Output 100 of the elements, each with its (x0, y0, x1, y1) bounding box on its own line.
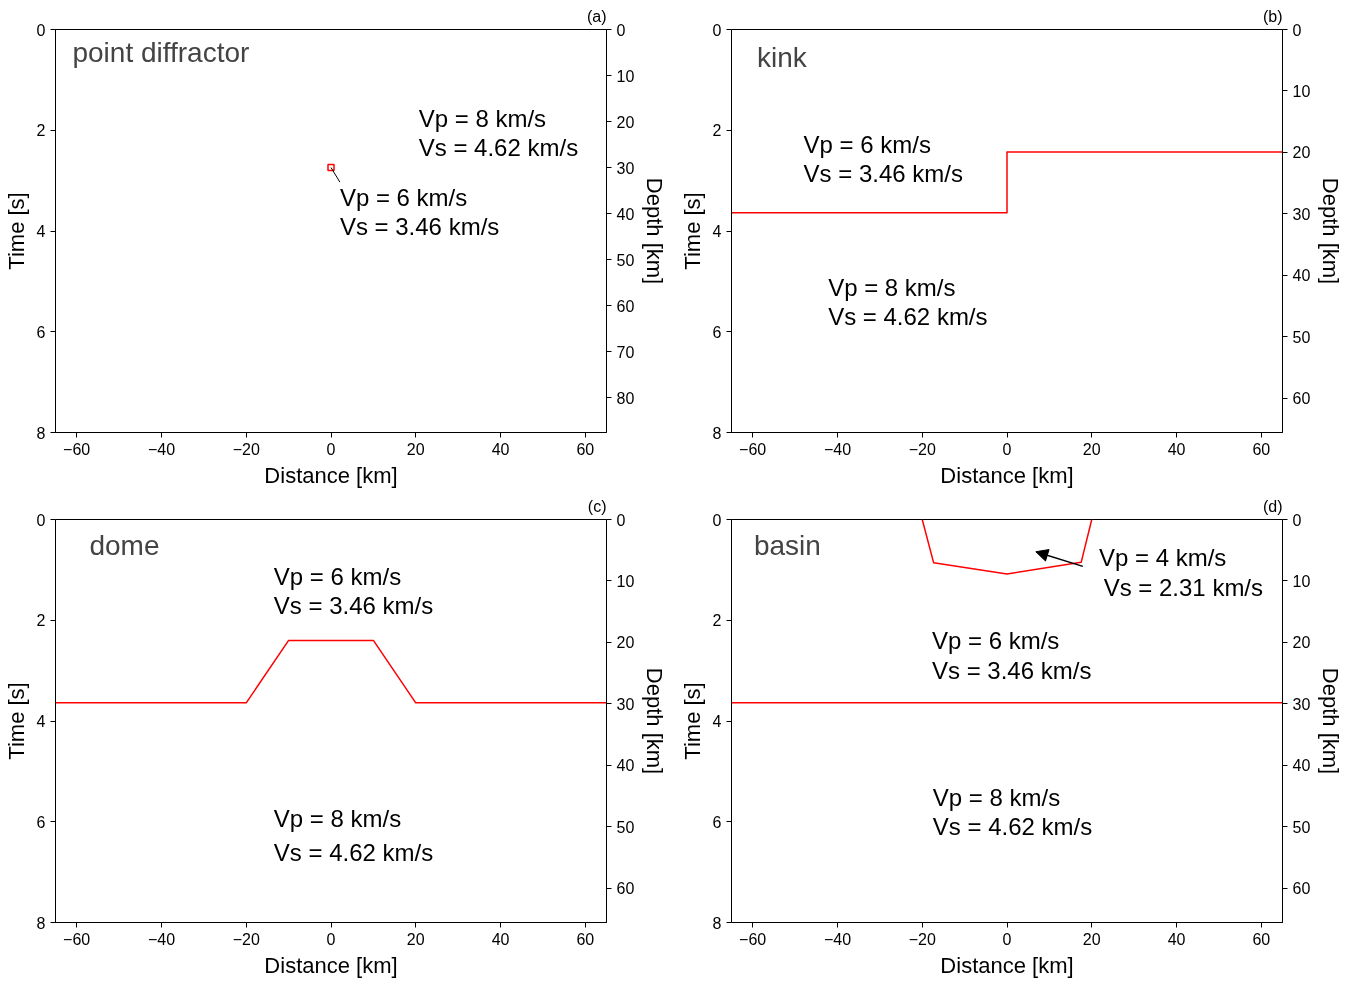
x-axis-title: Distance [km] (264, 952, 398, 978)
x-tick-label: 0 (326, 930, 336, 948)
y2-tick-label: 0 (616, 21, 626, 39)
y2-tick-label: 40 (616, 205, 635, 223)
y-axis-title: Time [s] (679, 192, 705, 270)
x-tick-label: 60 (576, 440, 595, 458)
y-tick-label: 6 (712, 813, 722, 831)
y2-tick-label: 60 (1292, 880, 1311, 898)
x-tick-label: 40 (1167, 930, 1186, 948)
y2-axis-title: Depth [km] (1318, 667, 1344, 775)
y-tick-label: 0 (36, 511, 46, 529)
annotation: Vs = 4.62 km/s (932, 812, 1093, 840)
y2-tick-label: 10 (1292, 82, 1311, 100)
x-tick-label: −60 (63, 440, 91, 458)
annotation: Vs = 3.46 km/s (339, 212, 500, 240)
x-tick-label: 20 (1082, 440, 1101, 458)
x-tick-label: −40 (823, 440, 852, 458)
y2-tick-label: 30 (616, 695, 635, 713)
y2-tick-label: 40 (1292, 267, 1311, 285)
annotation: Vs = 3.46 km/s (273, 592, 434, 620)
y-tick-label: 0 (36, 21, 46, 39)
y-tick-label: 0 (712, 511, 722, 529)
x-tick-label: 20 (406, 440, 425, 458)
y2-axis-title: Depth [km] (642, 667, 668, 775)
y2-tick-label: 60 (616, 880, 635, 898)
text: (c) (587, 497, 607, 515)
annotation: Vs = 3.46 km/s (931, 656, 1092, 684)
annotation: Vp = 8 km/s (418, 105, 547, 133)
x-tick-label: 40 (491, 440, 510, 458)
y-axis-title: Time [s] (3, 682, 29, 760)
y2-tick-label: 50 (1292, 818, 1311, 836)
annotation: Vp = 6 km/s (339, 183, 468, 211)
x-tick-label: −60 (739, 930, 767, 948)
x-tick-label: 0 (1002, 440, 1012, 458)
x-tick-label: 20 (406, 930, 425, 948)
annotation: Vp = 8 km/s (828, 273, 956, 301)
x-axis-title: Distance [km] (940, 952, 1074, 978)
y-tick-label: 6 (712, 323, 722, 341)
y-tick-label: 2 (712, 122, 722, 140)
x-tick-label: −20 (908, 930, 936, 948)
y2-tick-label: 40 (616, 757, 635, 775)
y2-tick-label: 30 (616, 159, 635, 177)
x-tick-label: 60 (1252, 930, 1271, 948)
x-tick-label: 40 (491, 930, 510, 948)
annotation: Vp = 8 km/s (273, 804, 402, 832)
y2-tick-label: 20 (616, 113, 635, 131)
y-tick-label: 6 (36, 813, 46, 831)
y-tick-label: 4 (36, 713, 46, 730)
y2-tick-label: 40 (1292, 757, 1311, 775)
x-tick-label: 0 (1002, 930, 1012, 948)
y2-tick-label: 60 (1292, 390, 1311, 408)
chart-title: point diffractor (72, 36, 250, 68)
y2-tick-label: 50 (616, 251, 635, 269)
y2-tick-label: 0 (616, 511, 626, 529)
y-tick-label: 2 (36, 612, 46, 630)
annotation: Vp = 6 km/s (273, 562, 402, 590)
text: (b) (1262, 7, 1283, 25)
annotation: Vp = 4 km/s (1098, 544, 1227, 572)
annotation: Vs = 4.62 km/s (828, 303, 988, 331)
y2-tick-label: 10 (616, 572, 635, 590)
y2-tick-label: 60 (616, 297, 635, 315)
y2-tick-label: 0 (1292, 21, 1302, 39)
y2-tick-label: 20 (1292, 144, 1311, 162)
x-tick-label: −40 (147, 930, 176, 948)
annotation: Vp = 6 km/s (931, 627, 1060, 655)
x-tick-label: 60 (1252, 440, 1271, 458)
x-tick-label: −60 (739, 440, 767, 458)
y2-axis-title: Depth [km] (1318, 177, 1344, 285)
text: (a) (586, 7, 607, 25)
y-axis-title: Time [s] (679, 682, 705, 760)
y2-tick-label: 30 (1292, 205, 1311, 223)
x-tick-label: −20 (232, 440, 260, 458)
y2-axis-title: Depth [km] (642, 177, 668, 285)
annotation: Vs = 4.62 km/s (418, 134, 579, 162)
y-tick-label: 4 (712, 223, 722, 240)
y2-tick-label: 30 (1292, 695, 1311, 713)
y2-tick-label: 50 (616, 818, 635, 836)
y-axis-title: Time [s] (3, 192, 29, 270)
y2-tick-label: 10 (1292, 572, 1311, 590)
x-tick-label: 20 (1082, 930, 1101, 948)
annotation: Vp = 8 km/s (932, 783, 1061, 811)
y2-tick-label: 20 (1292, 634, 1311, 652)
y-tick-label: 8 (712, 424, 722, 442)
x-tick-label: −60 (63, 930, 91, 948)
x-axis-title: Distance [km] (940, 462, 1074, 488)
text: kink (756, 42, 808, 74)
x-tick-label: −40 (147, 440, 176, 458)
y-tick-label: 0 (712, 21, 722, 39)
y-tick-label: 8 (36, 914, 46, 932)
annotation: Vs = 4.62 km/s (273, 838, 434, 866)
y2-tick-label: 50 (1292, 328, 1311, 346)
y-tick-label: 4 (36, 223, 46, 240)
y-tick-label: 4 (712, 713, 722, 730)
x-tick-label: 0 (326, 440, 336, 458)
y2-tick-label: 0 (1292, 511, 1302, 529)
annotation: Vp = 6 km/s (803, 130, 931, 158)
annotation: Vs = 3.46 km/s (803, 160, 963, 188)
y2-tick-label: 80 (616, 389, 635, 407)
x-tick-label: 60 (576, 930, 595, 948)
x-tick-label: 40 (1167, 440, 1186, 458)
